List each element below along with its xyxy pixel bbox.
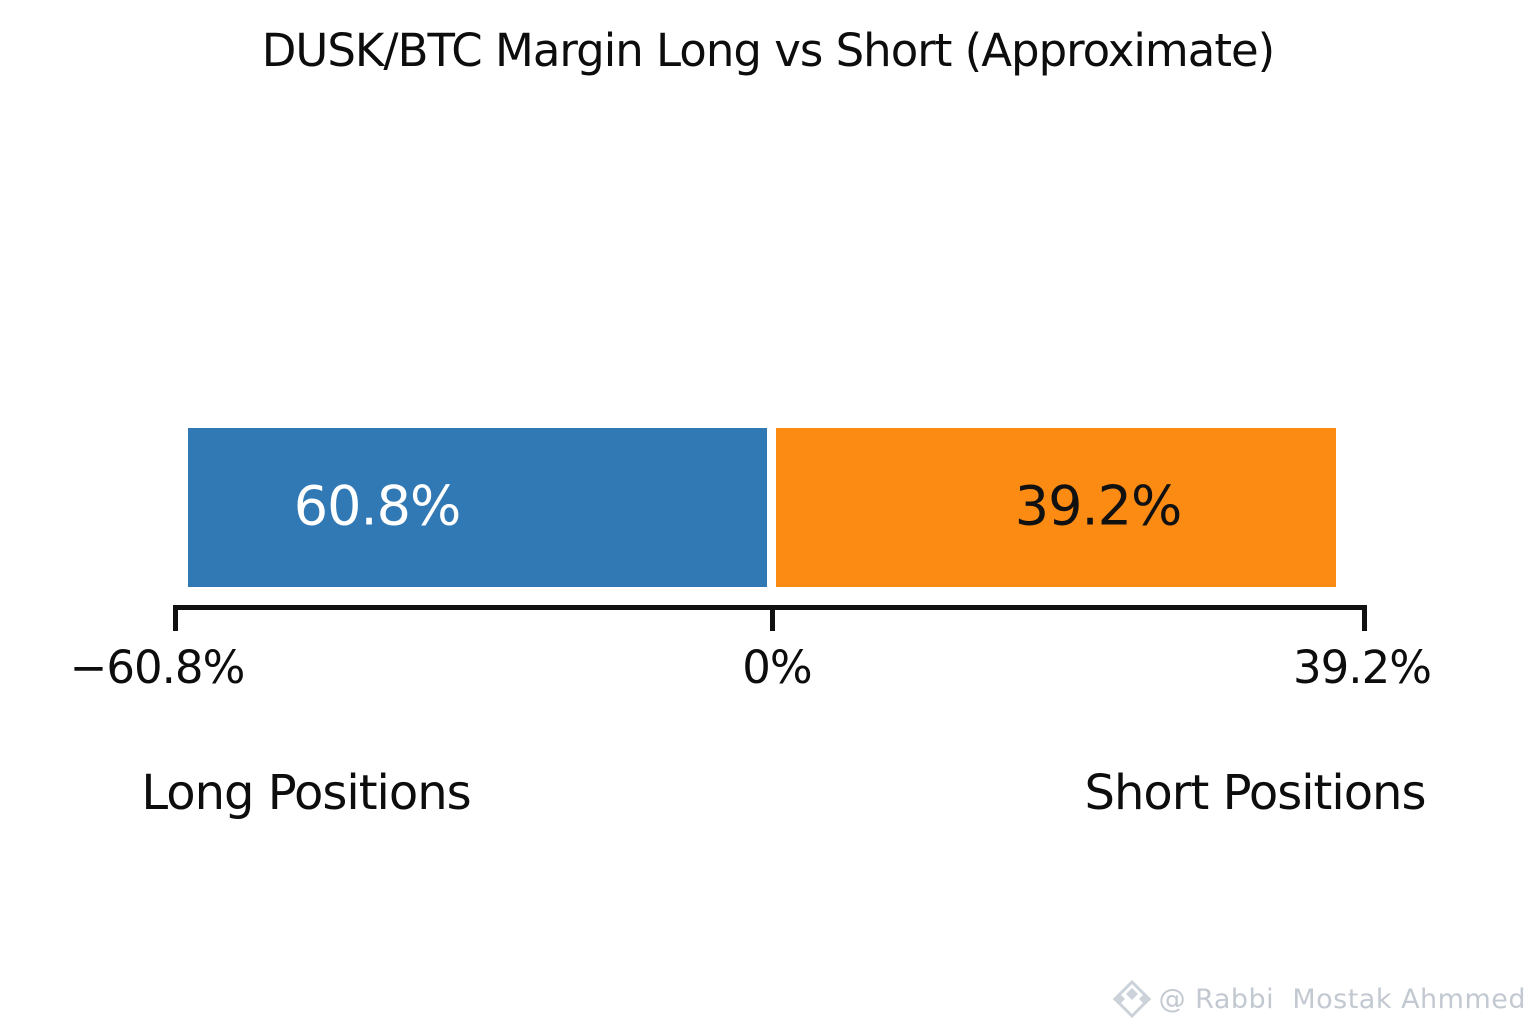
x-tick-label-minus-60-8: −60.8% (69, 641, 246, 694)
long-positions-bar: 60.8% (188, 428, 767, 587)
long-bar-value-label: 60.8% (293, 474, 462, 538)
chart-title: DUSK/BTC Margin Long vs Short (Approxima… (261, 24, 1275, 77)
category-label-short-positions: Short Positions (1084, 765, 1427, 821)
x-axis-tick-right (1362, 605, 1367, 631)
category-label-long-positions: Long Positions (141, 765, 471, 821)
watermark-text: @ Rabbi Mostak Ahmmed (1158, 983, 1526, 1015)
binance-diamond-icon (1110, 977, 1154, 1021)
watermark: @ Rabbi Mostak Ahmmed (1110, 977, 1526, 1021)
x-axis-tick-left (173, 605, 178, 631)
short-bar-value-label: 39.2% (1014, 474, 1183, 538)
x-axis-tick-zero (770, 605, 775, 631)
x-tick-label-39-2: 39.2% (1293, 641, 1432, 694)
short-positions-bar: 39.2% (776, 428, 1336, 587)
x-tick-label-zero: 0% (742, 641, 812, 694)
